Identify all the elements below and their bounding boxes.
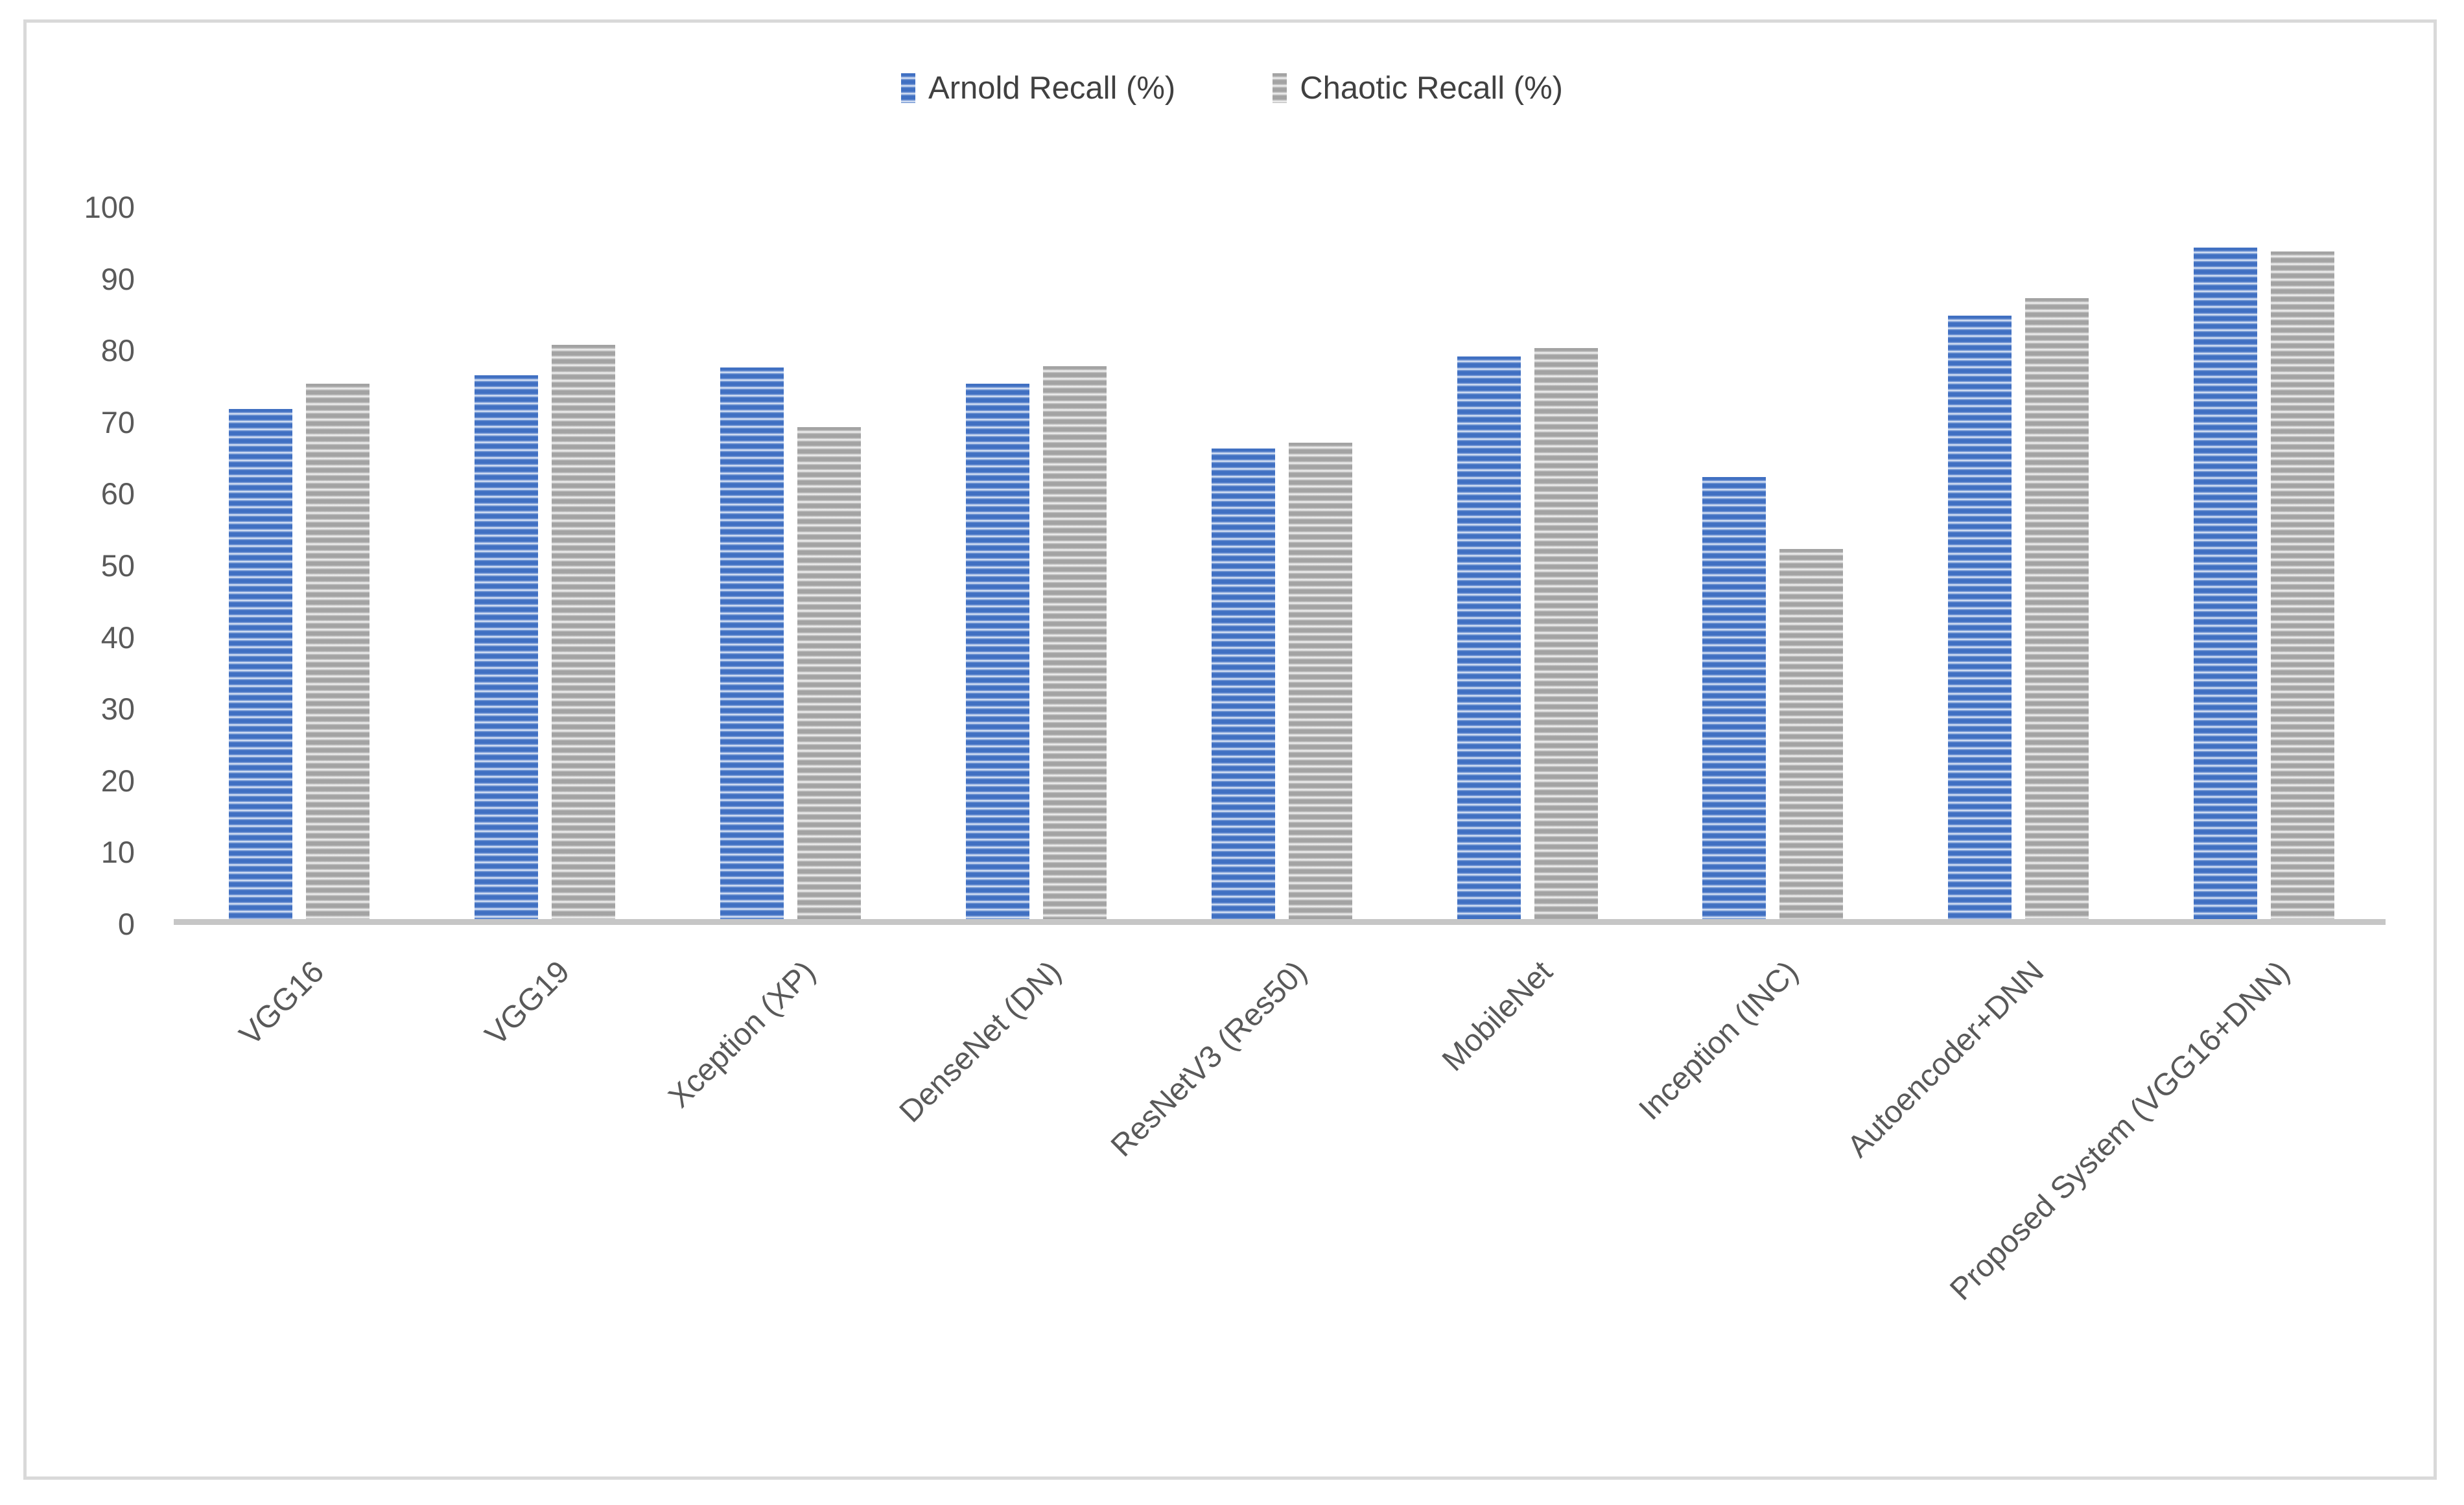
y-tick-label-100: 100: [84, 190, 135, 224]
bar-arnold-8: [2194, 248, 2257, 922]
y-tick-label-90: 90: [100, 261, 135, 296]
legend-label-chaotic: Chaotic Recall (%): [1300, 71, 1563, 106]
y-tick-label-30: 30: [100, 692, 135, 727]
bar-chaotic-5: [1534, 348, 1598, 922]
bar-chaotic-3: [1043, 366, 1107, 922]
chart-legend: Arnold Recall (%) Chaotic Recall (%): [0, 70, 2464, 106]
bar-chaotic-6: [1779, 549, 1843, 922]
y-tick-label-10: 10: [100, 835, 135, 870]
bar-chaotic-8: [2271, 251, 2334, 922]
bar-arnold-0: [229, 409, 292, 922]
y-tick-label-20: 20: [100, 763, 135, 798]
bar-arnold-6: [1702, 477, 1766, 922]
bar-arnold-1: [475, 375, 538, 922]
bar-chaotic-7: [2025, 298, 2089, 922]
bar-chaotic-1: [552, 345, 615, 922]
y-tick-label-50: 50: [100, 548, 135, 583]
plot-area: [229, 248, 2334, 922]
arnold-series-swatch-icon: [901, 73, 916, 103]
legend-item-arnold: Arnold Recall (%): [901, 70, 1175, 106]
bar-arnold-5: [1457, 356, 1521, 922]
bar-arnold-3: [966, 384, 1029, 922]
y-tick-label-80: 80: [100, 333, 135, 368]
bar-arnold-7: [1948, 316, 2012, 922]
bar-arnold-4: [1212, 449, 1275, 922]
y-tick-label-70: 70: [100, 404, 135, 439]
y-tick-label-0: 0: [117, 907, 135, 941]
y-tick-label-60: 60: [100, 476, 135, 511]
bar-chaotic-2: [797, 427, 861, 922]
bar-chaotic-0: [306, 384, 370, 922]
bar-chaotic-4: [1289, 443, 1352, 922]
x-axis-line: [174, 919, 2386, 925]
legend-item-chaotic: Chaotic Recall (%): [1273, 70, 1563, 106]
chaotic-series-swatch-icon: [1273, 73, 1287, 103]
legend-label-arnold: Arnold Recall (%): [928, 71, 1176, 106]
bar-arnold-2: [720, 368, 784, 922]
y-tick-label-40: 40: [100, 620, 135, 655]
